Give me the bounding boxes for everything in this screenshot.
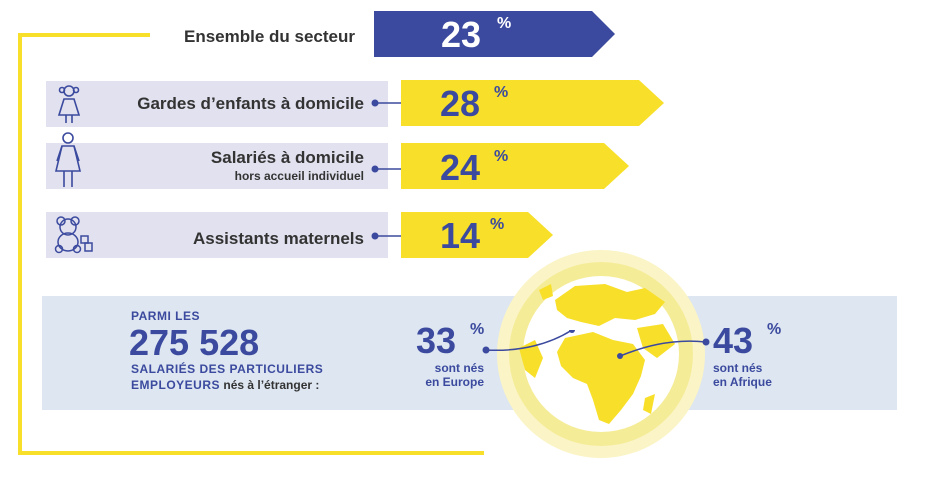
europe-unit: % (470, 321, 485, 338)
woman-icon (54, 132, 82, 187)
summary-line2: EMPLOYEURS nés à l’étranger : (131, 378, 319, 392)
row-salaries-bar (371, 143, 629, 189)
row-gardes-label: Gardes d’enfants à domicile (137, 94, 364, 113)
girl-icon (57, 85, 81, 123)
row-gardes-value: 28 (440, 83, 481, 124)
summary-intro: PARMI LES (131, 309, 200, 323)
row-gardes-unit: % (494, 84, 509, 101)
row-salaries-label: Salariés à domicile (210, 148, 364, 167)
summary-line2-caps: EMPLOYEURS (131, 378, 221, 392)
row-assistants-value: 14 (440, 215, 481, 256)
afrique-unit: % (767, 321, 782, 338)
afrique-line1: sont nés (713, 361, 763, 375)
summary-panel (42, 296, 897, 410)
europe-line2: en Europe (425, 375, 484, 389)
row-salaries-unit: % (494, 148, 509, 165)
row-assistants-label: Assistants maternels (192, 229, 364, 248)
summary-line1: SALARIÉS DES PARTICULIERS (131, 362, 324, 376)
europe-value: 33 (416, 320, 457, 361)
header-label: Ensemble du secteur (183, 27, 355, 46)
header-unit: % (497, 15, 512, 32)
teddy-bear-icon (54, 216, 93, 254)
afrique-line2: en Afrique (713, 375, 772, 389)
row-salaries-label-box (46, 143, 388, 189)
row-assistants-label-box (46, 212, 388, 258)
row-salaries-sublabel: hors accueil individuel (234, 169, 364, 183)
row-gardes-bar (371, 80, 664, 126)
summary-line2-rest: nés à l’étranger : (223, 378, 320, 392)
globe-icon (497, 250, 705, 458)
row-gardes-label-box (46, 81, 388, 127)
connector-lines (482, 330, 710, 359)
row-assistants-bar (371, 212, 553, 258)
summary-total: 275 528 (129, 322, 260, 363)
row-salaries-value: 24 (440, 147, 481, 188)
header-value: 23 (441, 14, 482, 55)
afrique-value: 43 (713, 320, 754, 361)
row-assistants-unit: % (490, 216, 505, 233)
europe-line1: sont nés (434, 361, 484, 375)
header-bar (374, 11, 615, 57)
